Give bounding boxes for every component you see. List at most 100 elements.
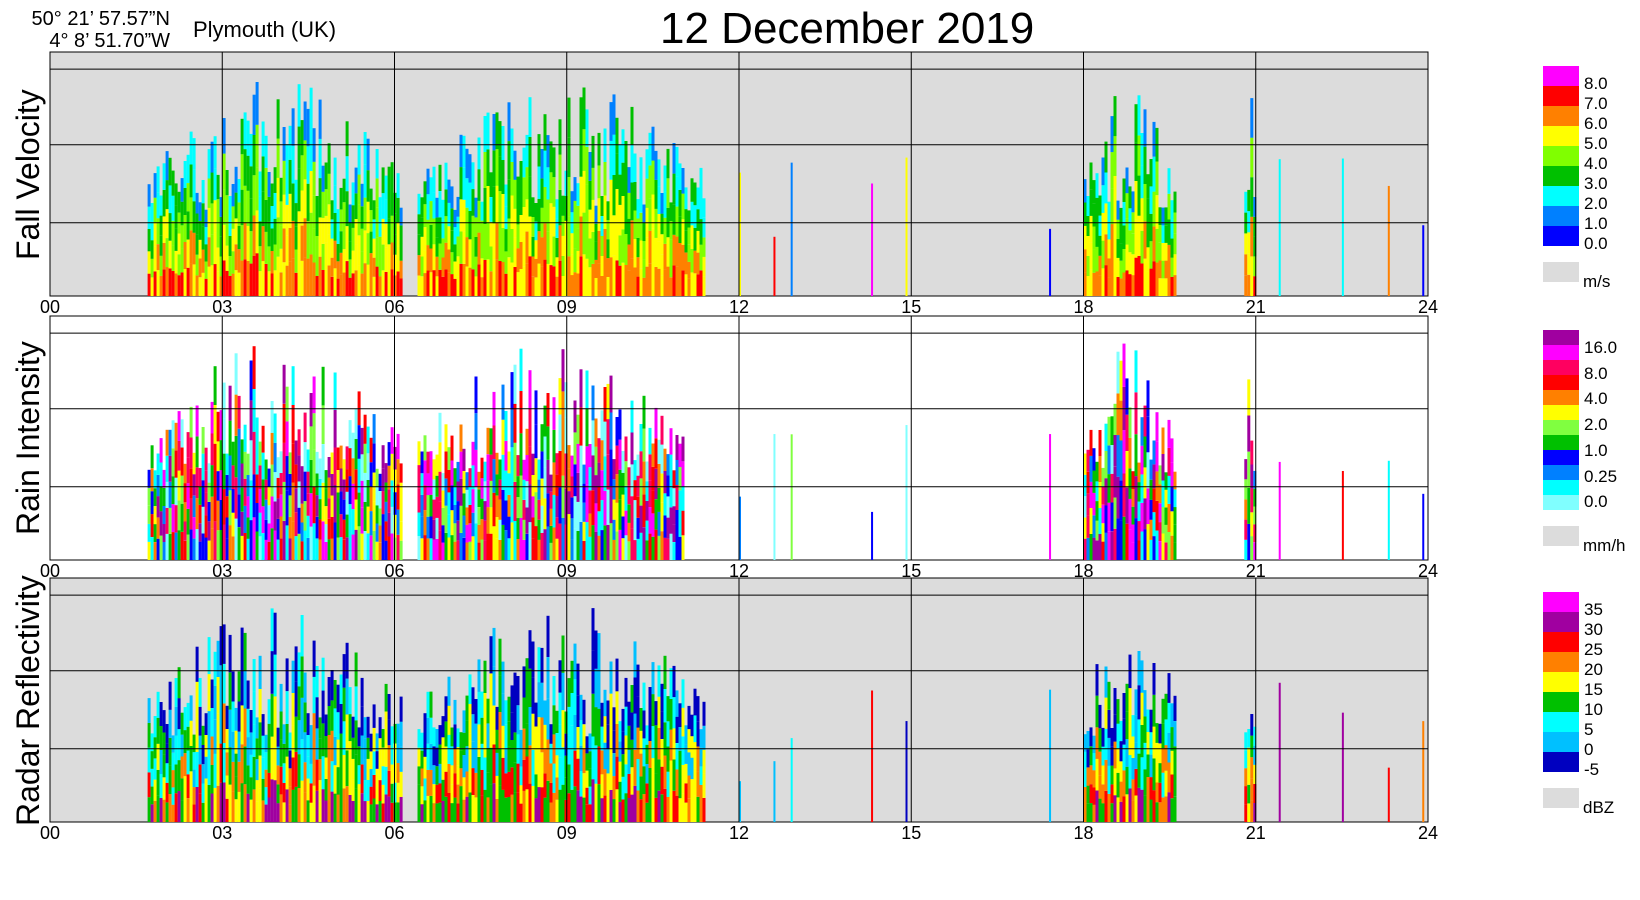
x-tick-label: 06 [384,561,405,581]
panel-fall-velocity: 00 03 06 09 12 15 18 21 24 [40,51,1500,322]
x-tick-label: 15 [901,297,922,317]
precip-event [1244,714,1257,822]
colorbar-swatch [1543,672,1579,692]
colorbar-level: 10 [1584,700,1603,719]
x-tick-label: 06 [384,823,405,843]
colorbar-swatch [1543,106,1579,126]
colorbar-swatch [1543,692,1579,712]
x-tick-label: 18 [1073,823,1094,843]
x-tick-label: 00 [39,297,61,317]
x-tick-label: 03 [212,297,233,317]
x-tick-label: 24 [1417,297,1439,317]
location-label: Plymouth (UK) [193,17,337,42]
isolated-echoes [739,425,1425,560]
x-tick-label: 06 [384,297,405,317]
colorbar-swatch [1543,480,1579,495]
x-tick-label: 09 [556,561,577,581]
colorbar-swatch [1543,186,1579,206]
colorbar-swatch [1543,732,1579,752]
colorbar-level: 0.0 [1584,234,1608,253]
colorbar-level: 8.0 [1584,363,1608,383]
precip-event [147,346,403,560]
colorbar-swatch [1543,632,1579,652]
colorbar-swatch [1543,166,1579,186]
x-tick-label: 03 [212,823,233,843]
isolated-echoes [739,682,1425,822]
chart-title: 12 December 2019 [660,4,1035,53]
nodata-swatch [1543,788,1579,808]
colorbar-swatch [1543,495,1579,510]
colorbar-legend: 35 30 25 20 15 10 5 0 -5 dBZ [1543,592,1638,836]
x-tick-label: 09 [556,823,577,843]
colorbar-level: 4.0 [1584,389,1608,409]
colorbar-swatch [1543,375,1579,390]
precip-event [147,82,403,296]
longitude-label: 4° 8’ 51.70”W [49,30,170,52]
colorbar-level: 1.0 [1584,440,1608,460]
precip-event [417,87,706,296]
colorbar-level: 7.0 [1584,94,1608,113]
x-tick-label: 15 [901,823,922,843]
x-tick-label: 00 [39,561,61,581]
colorbar-swatch [1543,146,1579,166]
nodata-swatch [1543,262,1579,282]
colorbar-level: 0.25 [1584,466,1618,486]
precip-event [147,608,403,822]
colorbar-unit: m/s [1583,272,1611,291]
x-tick-label: 24 [1417,823,1439,843]
colorbar-unit: dBZ [1583,798,1615,817]
colorbar-swatch [1543,435,1579,450]
precip-event [417,348,685,560]
colorbar-unit: mm/h [1583,536,1626,555]
y-axis-label: Fall Velocity [10,88,46,260]
panel-rain-intensity: 00 03 06 09 12 15 18 21 24 [40,315,1500,586]
x-tick-label: 00 [39,823,61,843]
latitude-label: 50° 21’ 57.57”N [31,8,170,30]
colorbar-level: 3.0 [1584,174,1608,193]
x-tick-label: 18 [1073,297,1094,317]
panel-radar-reflectivity: 00 03 06 09 12 15 18 21 24 [40,577,1500,848]
colorbar-level: 5 [1584,720,1594,739]
precip-event [417,608,706,822]
colorbar-swatch [1543,752,1579,772]
precip-event [1083,651,1177,822]
x-tick-label: 03 [212,561,233,581]
colorbar-level: 25 [1584,640,1603,659]
colorbar-swatch [1543,652,1579,672]
colorbar-level: 20 [1584,660,1603,679]
y-axis-label: Radar Reflectivity [10,574,46,826]
precip-event [1083,95,1177,296]
colorbar-swatch [1543,612,1579,632]
x-tick-label: 18 [1073,561,1094,581]
colorbar-swatch [1543,330,1579,345]
colorbar-swatch [1543,345,1579,360]
colorbar-legend: 8.0 7.0 6.0 5.0 4.0 3.0 2.0 1.0 0.0 m/s [1543,66,1638,310]
x-tick-label: 21 [1245,561,1266,581]
colorbar-level: 35 [1584,600,1603,619]
colorbar-level: 8.0 [1584,74,1608,93]
colorbar-swatch [1543,712,1579,732]
colorbar-level: 30 [1584,620,1603,639]
colorbar-swatch [1543,86,1579,106]
colorbar-swatch [1543,450,1579,465]
colorbar-swatch [1543,206,1579,226]
colorbar-level: 0.0 [1584,492,1608,512]
nodata-swatch [1543,526,1579,546]
colorbar-swatch [1543,126,1579,146]
heatmap-plot [49,315,1429,561]
colorbar-level: 0 [1584,740,1594,759]
x-tick-label: 21 [1245,823,1266,843]
precip-event [1244,379,1257,560]
colorbar-level: 1.0 [1584,214,1608,233]
x-tick-label: 12 [728,297,750,317]
colorbar-swatch [1543,420,1579,435]
colorbar-swatch [1543,390,1579,405]
colorbar-level: -5 [1584,760,1600,779]
colorbar-swatch [1543,405,1579,420]
x-tick-label: 15 [901,561,922,581]
x-tick-label: 24 [1417,561,1439,581]
colorbar-level: 16.0 [1584,338,1618,357]
x-tick-label: 12 [728,823,750,843]
x-tick-label: 12 [728,561,750,581]
colorbar-swatch [1543,360,1579,375]
